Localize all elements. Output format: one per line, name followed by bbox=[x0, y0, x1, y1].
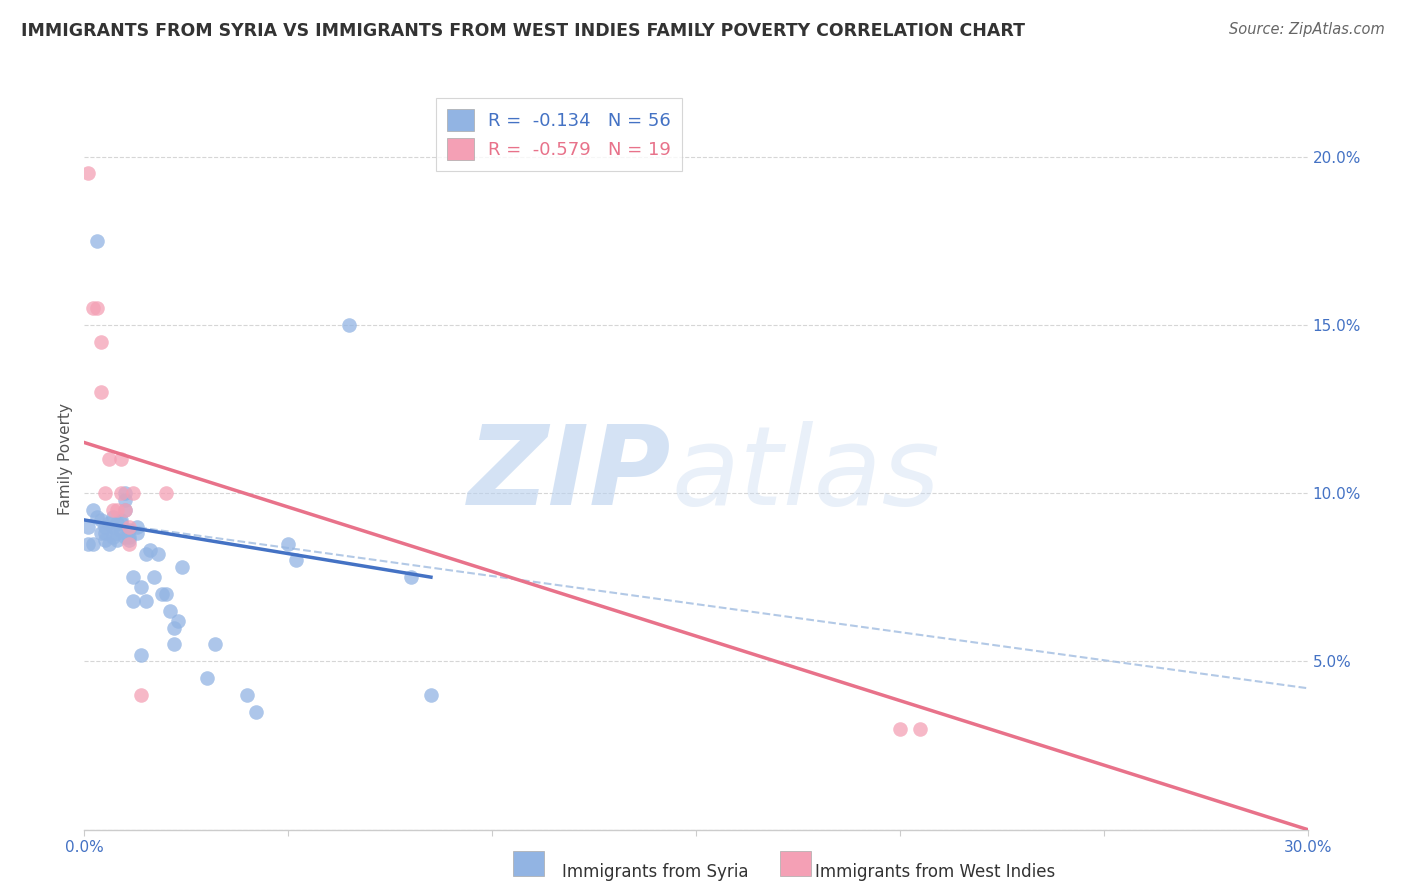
Point bbox=[93, 533, 115, 548]
Point bbox=[285, 553, 308, 567]
Point bbox=[118, 536, 141, 550]
Point bbox=[127, 519, 149, 533]
Point bbox=[101, 503, 124, 517]
Text: atlas: atlas bbox=[672, 421, 941, 528]
Point bbox=[204, 637, 226, 651]
Point bbox=[122, 593, 145, 607]
Point bbox=[93, 486, 115, 500]
Point bbox=[135, 593, 157, 607]
Point bbox=[90, 526, 112, 541]
Point bbox=[155, 486, 177, 500]
Point bbox=[163, 621, 186, 635]
Point bbox=[97, 516, 120, 531]
Point bbox=[167, 614, 190, 628]
Point bbox=[127, 526, 149, 541]
Point bbox=[118, 530, 141, 544]
Point bbox=[82, 536, 104, 550]
Point bbox=[146, 547, 169, 561]
Text: ZIP: ZIP bbox=[468, 421, 672, 528]
Point bbox=[93, 526, 115, 541]
Point bbox=[105, 526, 128, 541]
Point bbox=[82, 301, 104, 315]
Bar bbox=[513, 851, 544, 876]
Point bbox=[110, 523, 132, 537]
Point bbox=[97, 452, 120, 467]
Point bbox=[135, 547, 157, 561]
Point bbox=[122, 570, 145, 584]
Point bbox=[90, 334, 112, 349]
Point bbox=[93, 519, 115, 533]
Point bbox=[277, 536, 299, 550]
Point bbox=[105, 533, 128, 548]
Point bbox=[159, 604, 181, 618]
Point bbox=[131, 688, 153, 702]
Point bbox=[114, 492, 136, 507]
Point bbox=[910, 722, 932, 736]
Point bbox=[114, 503, 136, 517]
Point bbox=[138, 543, 160, 558]
Point bbox=[110, 452, 132, 467]
Point bbox=[122, 486, 145, 500]
Point bbox=[142, 570, 165, 584]
Text: IMMIGRANTS FROM SYRIA VS IMMIGRANTS FROM WEST INDIES FAMILY POVERTY CORRELATION : IMMIGRANTS FROM SYRIA VS IMMIGRANTS FROM… bbox=[21, 22, 1025, 40]
Point bbox=[399, 570, 422, 584]
Point bbox=[86, 301, 108, 315]
Point bbox=[339, 318, 361, 332]
Point bbox=[90, 513, 112, 527]
Point bbox=[105, 503, 128, 517]
Point bbox=[110, 486, 132, 500]
Point bbox=[105, 516, 128, 531]
Point bbox=[420, 688, 443, 702]
Point bbox=[889, 722, 911, 736]
Text: Source: ZipAtlas.com: Source: ZipAtlas.com bbox=[1229, 22, 1385, 37]
Point bbox=[163, 637, 186, 651]
Point bbox=[155, 587, 177, 601]
Point bbox=[110, 516, 132, 531]
Point bbox=[90, 385, 112, 400]
Point bbox=[77, 519, 100, 533]
Point bbox=[118, 523, 141, 537]
Text: Immigrants from Syria: Immigrants from Syria bbox=[562, 863, 749, 881]
Point bbox=[77, 536, 100, 550]
Point bbox=[86, 509, 108, 524]
Point bbox=[114, 486, 136, 500]
Point bbox=[82, 503, 104, 517]
Point bbox=[101, 509, 124, 524]
Point bbox=[77, 166, 100, 180]
Point bbox=[86, 234, 108, 248]
Point bbox=[131, 648, 153, 662]
Y-axis label: Family Poverty: Family Poverty bbox=[58, 403, 73, 516]
Point bbox=[101, 519, 124, 533]
Point bbox=[118, 533, 141, 548]
Point bbox=[172, 560, 194, 574]
Legend: R =  -0.134   N = 56, R =  -0.579   N = 19: R = -0.134 N = 56, R = -0.579 N = 19 bbox=[436, 98, 682, 171]
Point bbox=[110, 513, 132, 527]
Point bbox=[195, 671, 218, 685]
Bar bbox=[780, 851, 811, 876]
Text: Immigrants from West Indies: Immigrants from West Indies bbox=[815, 863, 1056, 881]
Point bbox=[97, 536, 120, 550]
Point bbox=[114, 503, 136, 517]
Point bbox=[131, 580, 153, 594]
Point bbox=[101, 530, 124, 544]
Point bbox=[150, 587, 173, 601]
Point bbox=[236, 688, 259, 702]
Point bbox=[118, 519, 141, 533]
Point bbox=[114, 530, 136, 544]
Point bbox=[245, 705, 267, 719]
